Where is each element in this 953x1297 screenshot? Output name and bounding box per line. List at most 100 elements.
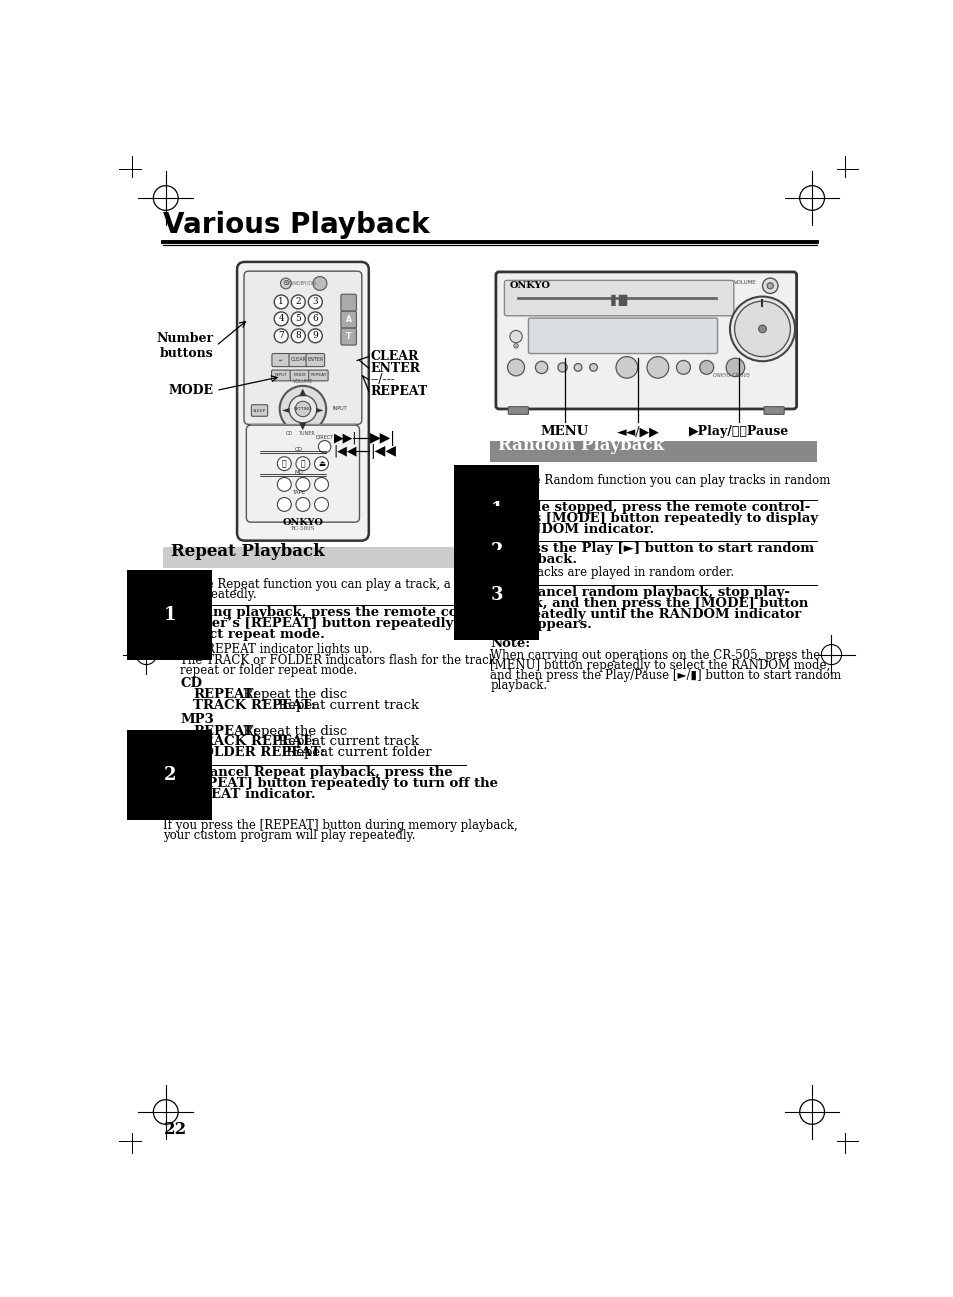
Text: When carrying out operations on the CR-505, press the: When carrying out operations on the CR-5… — [490, 650, 820, 663]
Text: REPEAT:: REPEAT: — [193, 725, 257, 738]
Text: Note:: Note: — [163, 807, 203, 820]
Text: CLEAR: CLEAR — [370, 350, 418, 363]
Text: SLEEP: SLEEP — [253, 409, 266, 412]
Text: Various Playback: Various Playback — [163, 211, 430, 239]
Text: Note:: Note: — [490, 637, 530, 650]
Circle shape — [766, 283, 773, 289]
Text: REPEAT indicator.: REPEAT indicator. — [180, 787, 315, 800]
Circle shape — [589, 363, 597, 371]
Text: ⏹: ⏹ — [300, 459, 305, 468]
Circle shape — [513, 344, 517, 348]
Text: 3: 3 — [490, 586, 502, 604]
FancyBboxPatch shape — [303, 436, 317, 446]
Text: ⏸: ⏸ — [282, 459, 286, 468]
FancyBboxPatch shape — [763, 407, 783, 414]
Text: RANDOM indicator.: RANDOM indicator. — [507, 523, 653, 536]
Text: TUNER: TUNER — [298, 431, 314, 436]
Text: All tracks are played in random order.: All tracks are played in random order. — [507, 565, 734, 578]
Text: INPUT: INPUT — [332, 406, 347, 411]
Text: MODE: MODE — [293, 374, 306, 377]
Text: [MENU] button repeatedly to select the RANDOM mode,: [MENU] button repeatedly to select the R… — [490, 659, 830, 672]
Text: order.: order. — [490, 485, 525, 498]
FancyBboxPatch shape — [318, 436, 334, 446]
Text: MENU: MENU — [540, 425, 588, 438]
Text: TRACK REPEAT:: TRACK REPEAT: — [193, 735, 315, 748]
Circle shape — [279, 387, 326, 432]
FancyBboxPatch shape — [309, 370, 328, 381]
Text: ⏏: ⏏ — [317, 459, 325, 468]
Text: REPEAT: REPEAT — [310, 374, 326, 377]
Text: disc repeatedly.: disc repeatedly. — [163, 589, 256, 602]
Text: |◀◀: |◀◀ — [370, 444, 395, 459]
Text: TAPE: TAPE — [293, 490, 305, 495]
Circle shape — [294, 401, 311, 416]
FancyBboxPatch shape — [252, 405, 268, 416]
Text: MODE: MODE — [169, 384, 213, 397]
Text: The REPEAT indicator lights up.: The REPEAT indicator lights up. — [180, 643, 373, 656]
FancyBboxPatch shape — [504, 280, 733, 315]
FancyBboxPatch shape — [246, 425, 359, 523]
Circle shape — [308, 294, 322, 309]
Text: 5: 5 — [295, 314, 301, 323]
Text: Random Playback: Random Playback — [497, 437, 664, 454]
Text: With the Repeat function you can play a track, a folder or a: With the Repeat function you can play a … — [163, 577, 517, 590]
Text: CD: CD — [180, 677, 202, 690]
Text: disappears.: disappears. — [507, 619, 592, 632]
Text: VOLUME: VOLUME — [293, 379, 313, 384]
Text: Repeat current track: Repeat current track — [274, 735, 419, 748]
Text: INPUT: INPUT — [274, 374, 288, 377]
Circle shape — [616, 357, 637, 379]
Text: 3: 3 — [313, 297, 317, 306]
Text: STANDBY/ON: STANDBY/ON — [284, 281, 316, 285]
Circle shape — [314, 477, 328, 492]
FancyBboxPatch shape — [490, 441, 816, 462]
Circle shape — [761, 278, 778, 293]
Text: 2: 2 — [295, 297, 301, 306]
Text: Press the Play [►] button to start random: Press the Play [►] button to start rando… — [507, 542, 813, 555]
Text: 2: 2 — [163, 767, 175, 785]
Circle shape — [729, 297, 794, 362]
Circle shape — [280, 278, 291, 289]
Text: REPEAT:: REPEAT: — [193, 689, 257, 702]
Text: 8: 8 — [295, 331, 301, 340]
Text: 1: 1 — [490, 502, 502, 519]
Circle shape — [277, 457, 291, 471]
Text: ⊙: ⊙ — [282, 278, 289, 287]
Text: 9: 9 — [313, 331, 318, 340]
Circle shape — [289, 396, 316, 423]
Text: ONKYO: ONKYO — [282, 518, 323, 527]
FancyBboxPatch shape — [496, 272, 796, 409]
Text: DIRECT: DIRECT — [315, 434, 334, 440]
Text: your custom program will play repeatedly.: your custom program will play repeatedly… — [163, 829, 416, 842]
Circle shape — [314, 498, 328, 511]
Text: ▶Play/❙❙Pause: ▶Play/❙❙Pause — [688, 425, 788, 438]
Text: 6: 6 — [313, 314, 318, 323]
Text: VOLUME: VOLUME — [734, 280, 756, 285]
Circle shape — [314, 457, 328, 471]
Text: To cancel Repeat playback, press the: To cancel Repeat playback, press the — [180, 767, 453, 779]
Text: ↵: ↵ — [279, 357, 283, 362]
Circle shape — [758, 326, 765, 333]
Text: RC-580S: RC-580S — [291, 525, 314, 530]
Text: MD: MD — [294, 471, 303, 476]
Text: With the Random function you can play tracks in random: With the Random function you can play tr… — [490, 473, 830, 486]
Circle shape — [295, 477, 310, 492]
Text: Repeat current track: Repeat current track — [274, 699, 419, 712]
Circle shape — [291, 329, 305, 342]
Text: Repeat Playback: Repeat Playback — [171, 543, 325, 560]
Circle shape — [308, 313, 322, 326]
Text: [REPEAT] button repeatedly to turn off the: [REPEAT] button repeatedly to turn off t… — [180, 777, 498, 790]
FancyBboxPatch shape — [272, 436, 287, 446]
Text: ◄◄/▶▶: ◄◄/▶▶ — [617, 425, 659, 438]
Circle shape — [699, 361, 713, 375]
Circle shape — [291, 294, 305, 309]
FancyBboxPatch shape — [340, 328, 356, 345]
Circle shape — [725, 358, 744, 376]
Text: ▼: ▼ — [299, 422, 306, 431]
Circle shape — [676, 361, 690, 375]
Circle shape — [274, 294, 288, 309]
FancyBboxPatch shape — [340, 311, 356, 328]
FancyBboxPatch shape — [306, 354, 324, 367]
FancyBboxPatch shape — [508, 407, 528, 414]
FancyBboxPatch shape — [288, 436, 302, 446]
